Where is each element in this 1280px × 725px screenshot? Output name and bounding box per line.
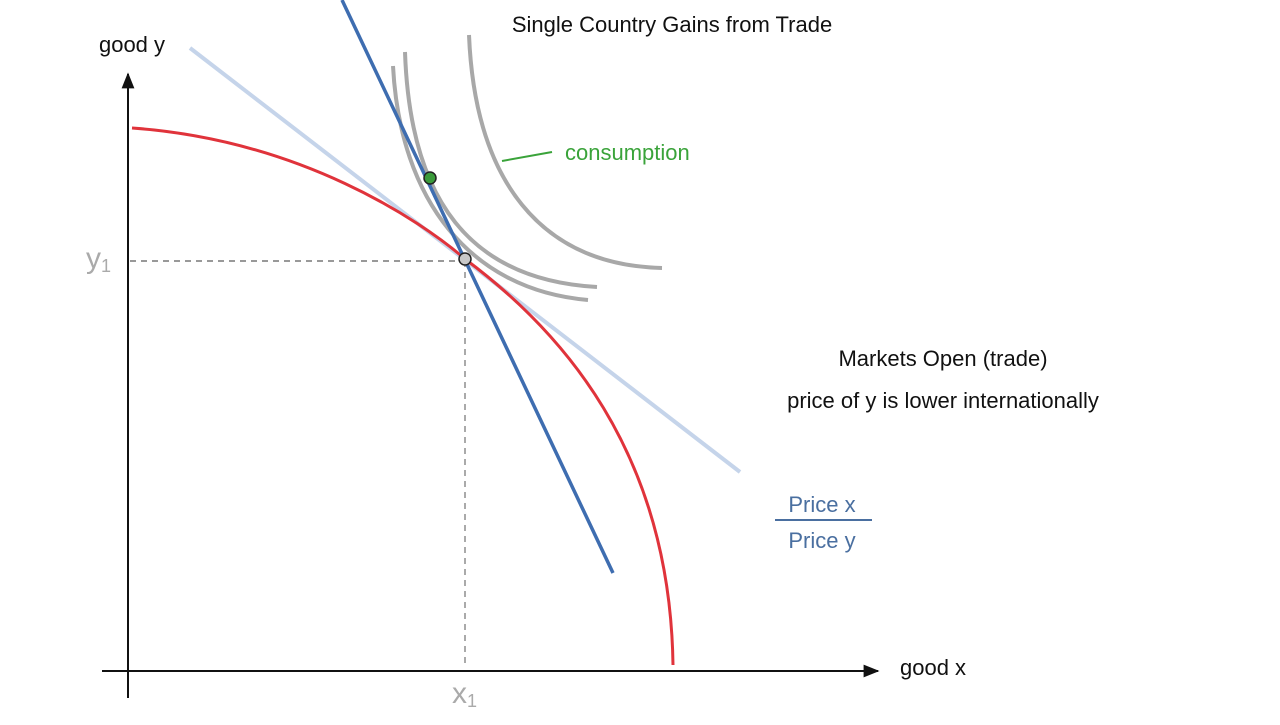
- world-price-line: [340, 0, 615, 574]
- indifference-curve: [467, 34, 663, 270]
- title: Single Country Gains from Trade: [512, 12, 832, 37]
- consumption-label: consumption: [565, 140, 690, 165]
- fraction-denominator: Price y: [788, 528, 855, 553]
- fraction-numerator: Price x: [788, 492, 855, 517]
- indifference-curve: [403, 51, 598, 289]
- x-axis-label: good x: [900, 655, 966, 680]
- consumption-pointer: [501, 151, 553, 162]
- marker-sub: 1: [101, 256, 111, 276]
- marker-sub: 1: [467, 691, 477, 711]
- markets-label: Markets Open (trade): [838, 346, 1047, 371]
- ppf-curve: [131, 126, 675, 666]
- x1-marker: x1: [452, 677, 477, 711]
- y-axis-label: good y: [99, 32, 165, 57]
- consumption-point: [423, 171, 437, 185]
- indifference-curve: [391, 65, 589, 302]
- y1-marker: y1: [86, 242, 111, 276]
- marker-base: x: [452, 677, 467, 710]
- price-note: price of y is lower internationally: [787, 388, 1099, 413]
- marker-base: y: [86, 242, 101, 275]
- production-point: [458, 252, 472, 266]
